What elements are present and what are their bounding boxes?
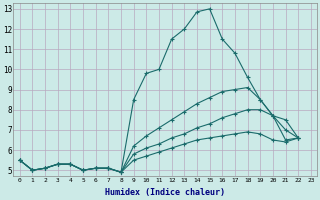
X-axis label: Humidex (Indice chaleur): Humidex (Indice chaleur) (105, 188, 225, 197)
